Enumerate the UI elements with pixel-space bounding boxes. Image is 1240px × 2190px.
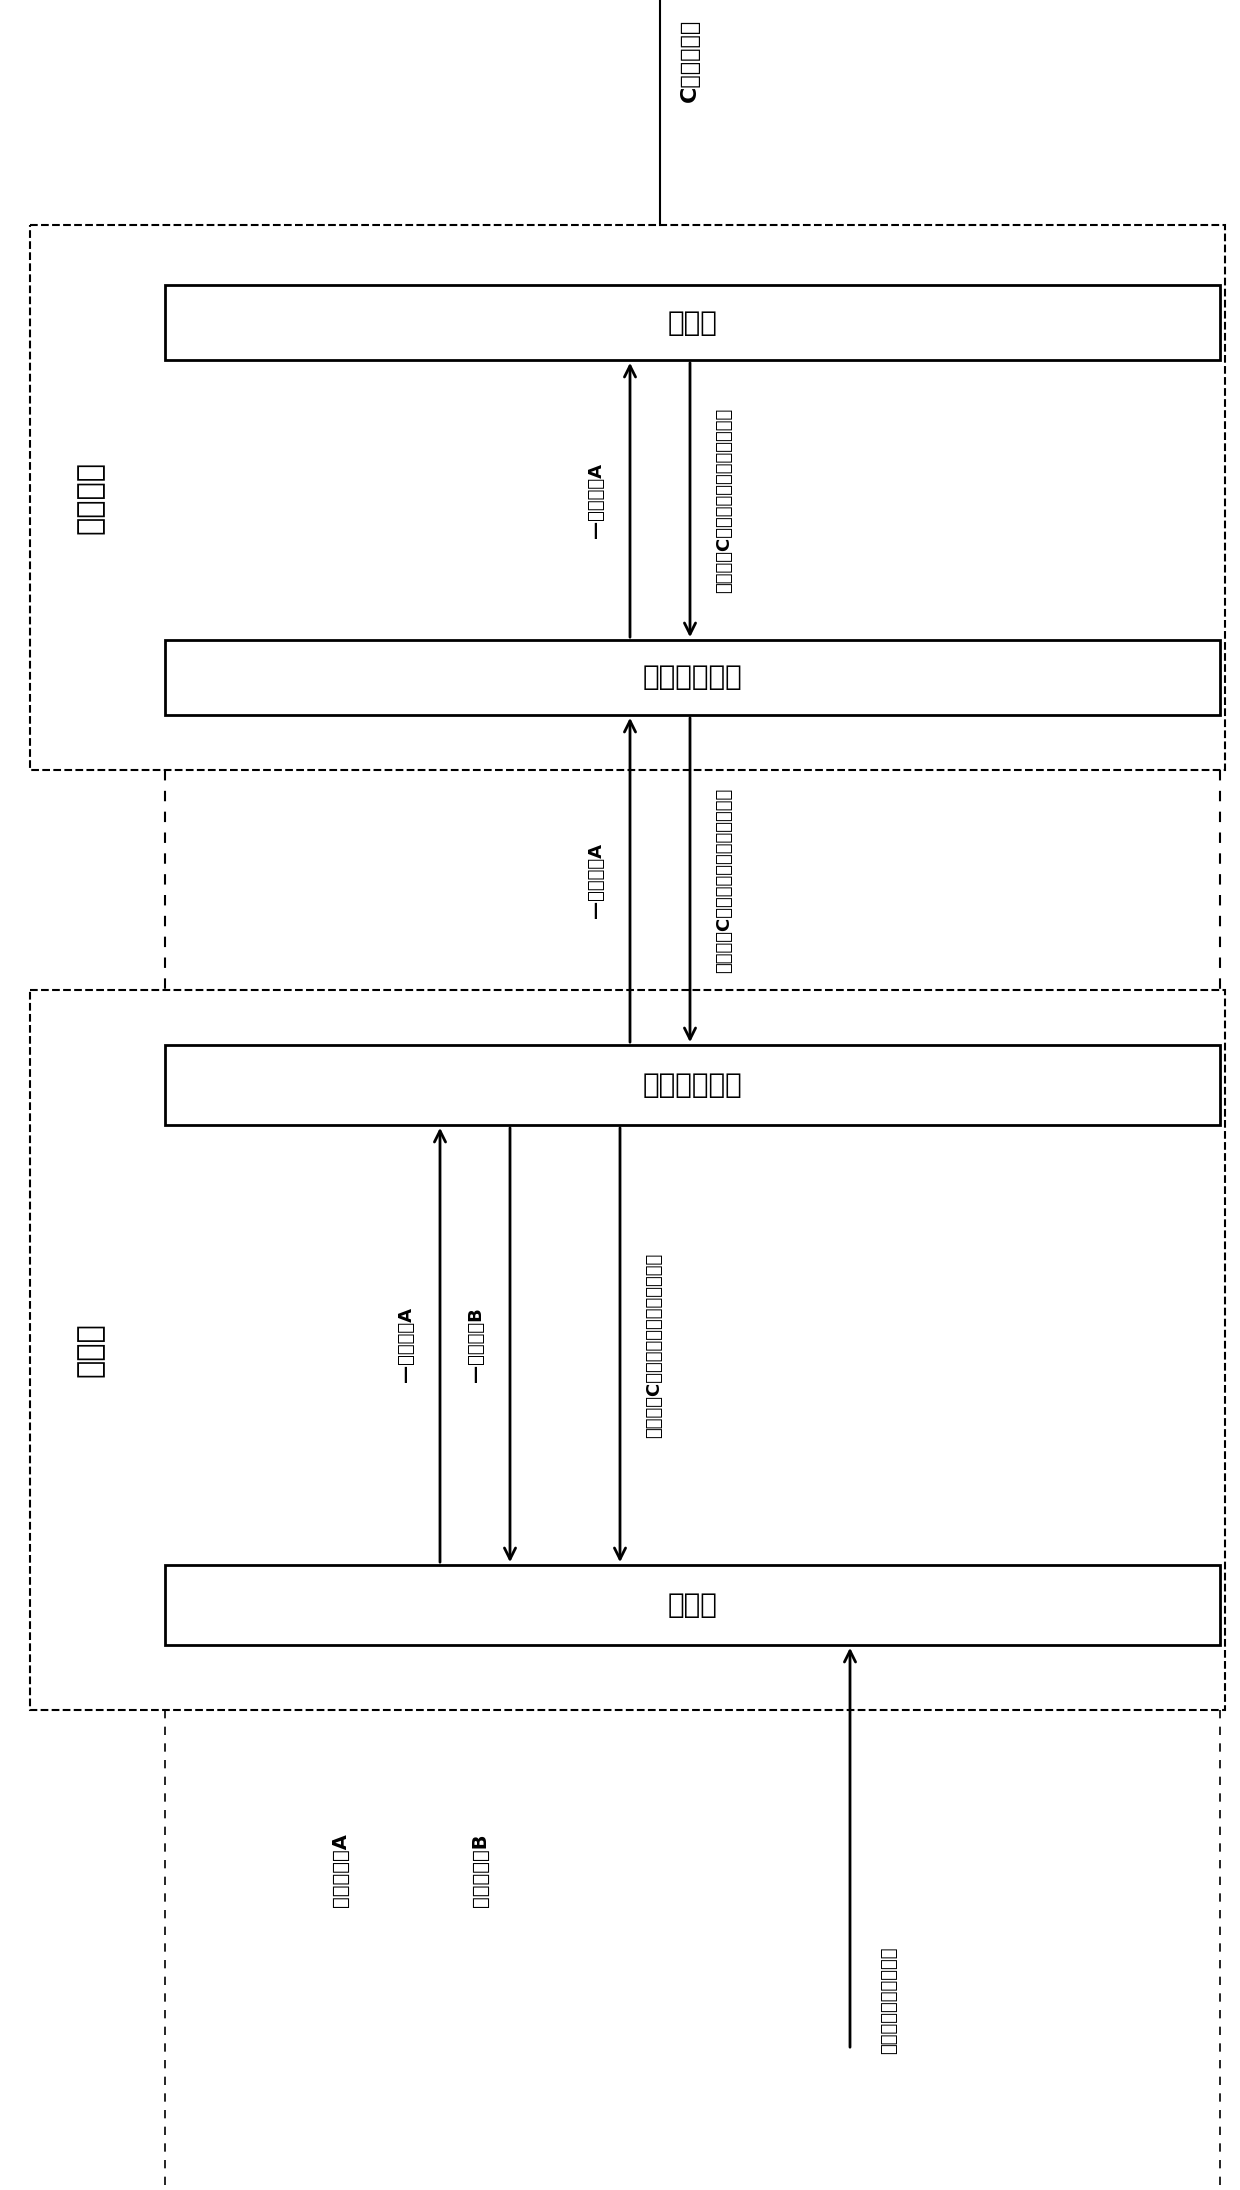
Text: 同步两测量数据的时间: 同步两测量数据的时间 xyxy=(880,1947,898,2054)
Text: 接收器: 接收器 xyxy=(667,309,718,337)
Bar xyxy=(165,639,1220,714)
Text: 时间信息C，测量数据及对应时间信息: 时间信息C，测量数据及对应时间信息 xyxy=(645,1253,663,1437)
Bar xyxy=(165,1045,1220,1126)
Bar xyxy=(30,226,1225,771)
Text: 接收器: 接收器 xyxy=(667,1590,718,1618)
Text: —时间信息A: —时间信息A xyxy=(587,843,605,918)
Text: 当前时间：A: 当前时间：A xyxy=(331,1833,350,1907)
Bar xyxy=(165,1566,1220,1645)
Text: C：当前时间: C：当前时间 xyxy=(680,18,701,101)
Text: 当前时间：B: 当前时间：B xyxy=(470,1833,490,1907)
Bar xyxy=(30,990,1225,1710)
Text: —时间信息A: —时间信息A xyxy=(397,1307,415,1382)
Text: 时间信息C，测量数据及对应时间信息: 时间信息C，测量数据及对应时间信息 xyxy=(715,788,733,972)
Text: 数据处理模块: 数据处理模块 xyxy=(642,664,743,692)
Text: 数据处理模块: 数据处理模块 xyxy=(642,1071,743,1099)
Text: —时间信息A: —时间信息A xyxy=(587,462,605,537)
Bar xyxy=(165,285,1220,359)
Text: 时间信息C，测量数据及对应时间信息: 时间信息C，测量数据及对应时间信息 xyxy=(715,407,733,593)
Text: 从属节点: 从属节点 xyxy=(76,462,104,534)
Text: —时间信息B: —时间信息B xyxy=(467,1307,485,1382)
Text: 主节点: 主节点 xyxy=(76,1323,104,1378)
